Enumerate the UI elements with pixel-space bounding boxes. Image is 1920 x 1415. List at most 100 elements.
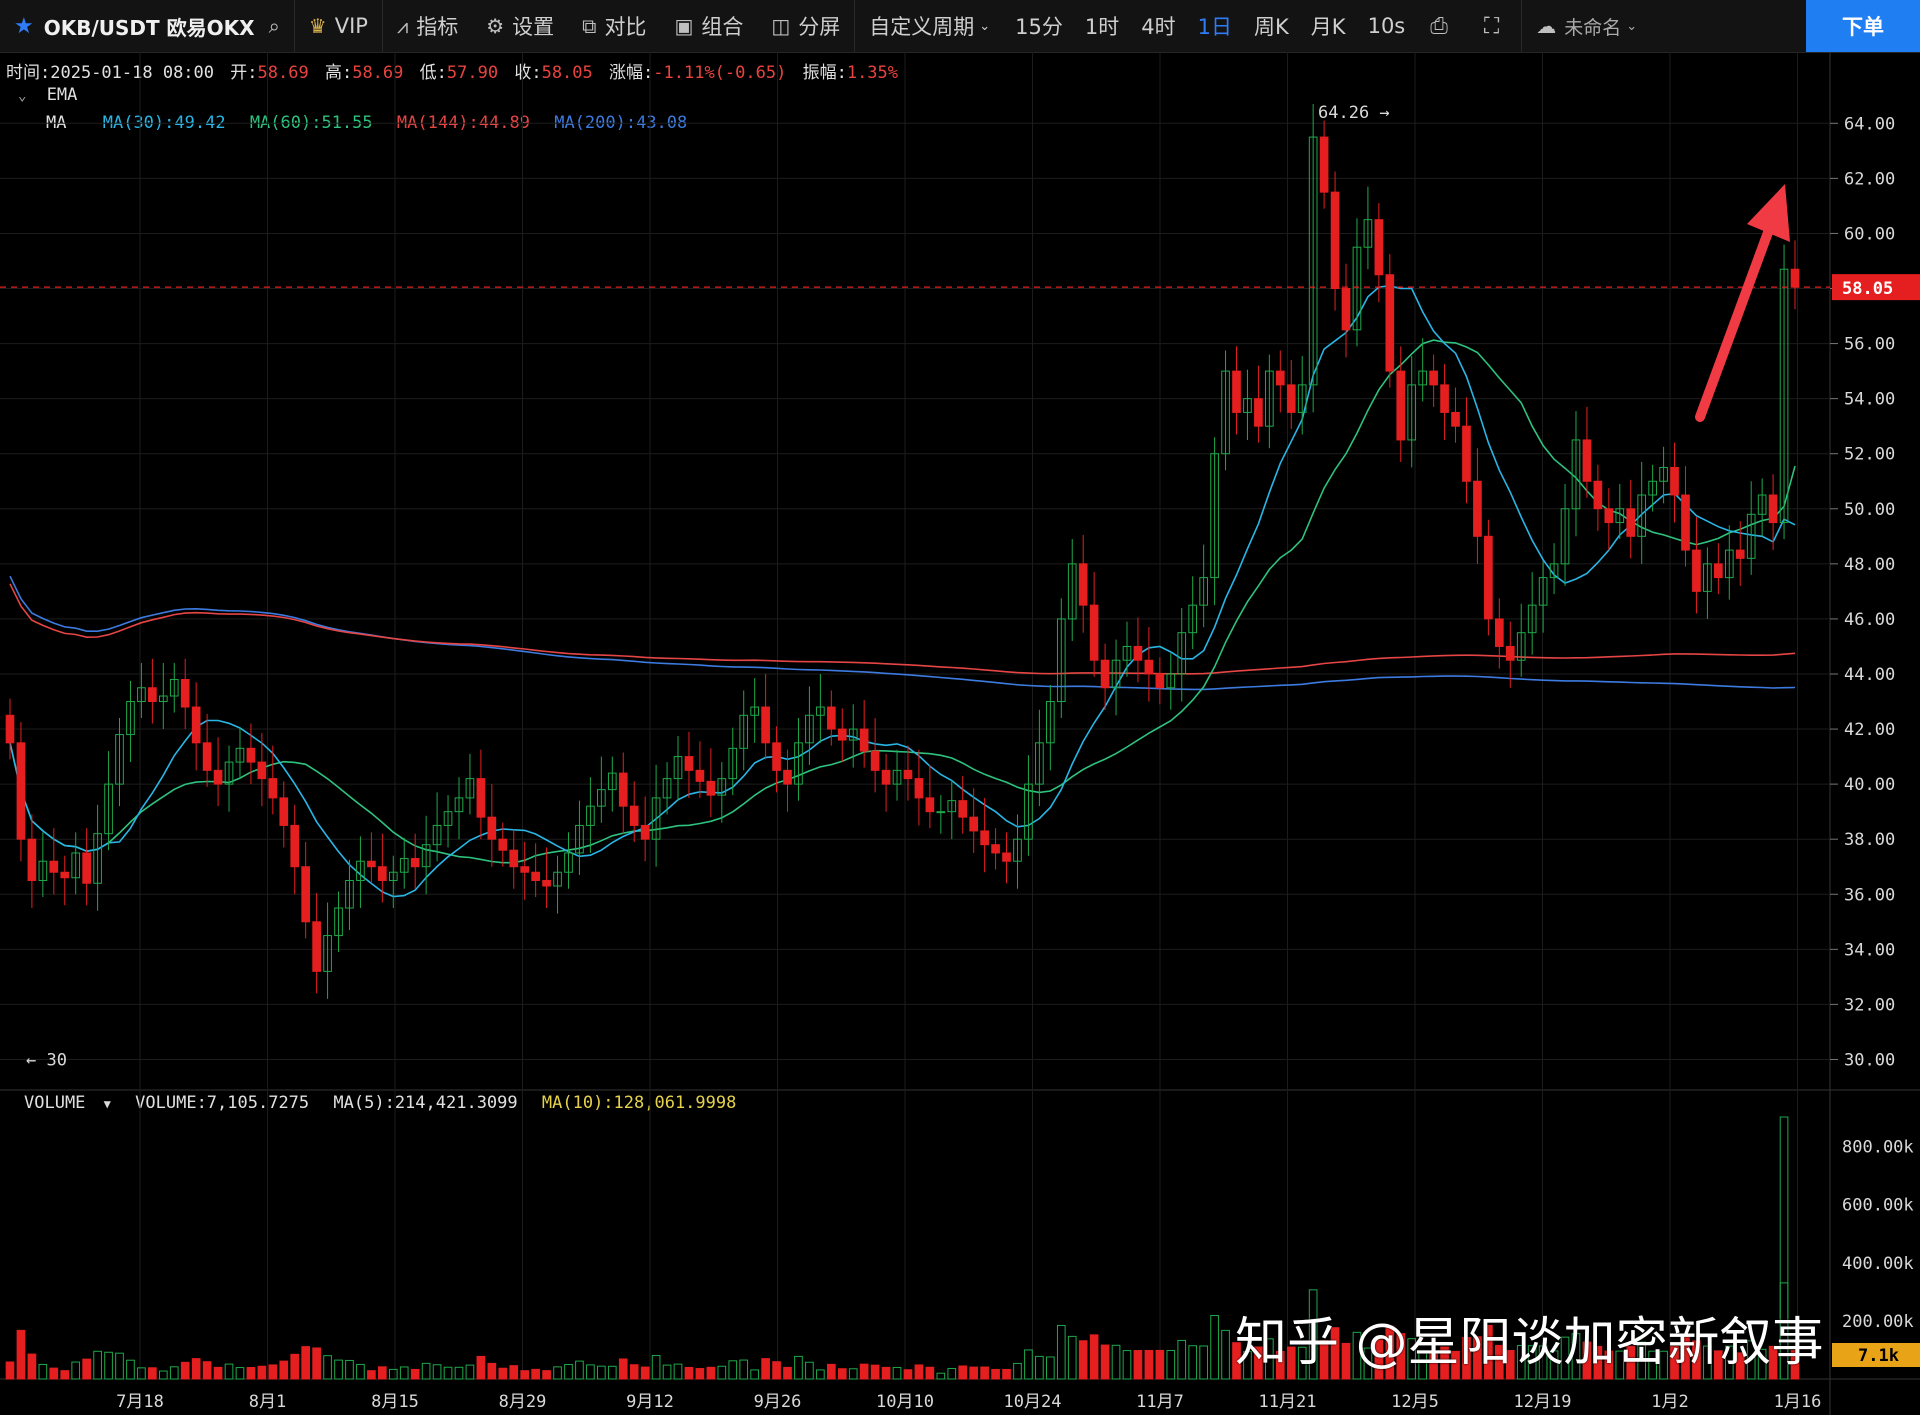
volume-bar: [607, 1365, 617, 1380]
x-tick-label: 11月21: [1259, 1392, 1317, 1412]
volume-bar: [38, 1363, 48, 1380]
volume-bar: [1505, 1350, 1515, 1380]
place-order-button[interactable]: 下单: [1806, 0, 1920, 52]
y-tick-label: 36.00: [1844, 885, 1895, 905]
symbol-selector[interactable]: ★ OKB/USDT 欧易OKX ⌕: [0, 0, 294, 52]
period-1h[interactable]: 1时: [1084, 15, 1120, 39]
candle-body: [991, 844, 1000, 854]
volume-bar: [640, 1366, 650, 1380]
search-icon[interactable]: ⌕: [268, 14, 280, 38]
volume-bar: [1484, 1324, 1493, 1380]
candle-body: [739, 714, 749, 749]
candle-body: [443, 811, 453, 826]
candle-body: [1396, 370, 1406, 441]
volume-bar: [1746, 1340, 1756, 1380]
volume-bar: [224, 1363, 234, 1380]
candle-body: [1341, 288, 1351, 331]
settings-label: 设置: [512, 15, 555, 39]
volume-bar: [761, 1358, 770, 1380]
annotation-arrow-shaft: [1695, 222, 1775, 422]
volume-bar: [432, 1364, 442, 1380]
candle-body: [213, 769, 223, 785]
ema-legend[interactable]: ⌄ EMA: [18, 85, 77, 105]
split-screen-button[interactable]: ◫ 分屏: [757, 0, 854, 52]
compare-button[interactable]: ⧉ 对比: [568, 0, 660, 52]
high-value: 58.69: [352, 63, 404, 83]
candle-body: [859, 728, 869, 752]
volume-bar: [848, 1368, 858, 1380]
candle-body: [301, 866, 311, 923]
caret-down-icon[interactable]: ▼: [103, 1097, 111, 1111]
volume-bar: [1757, 1348, 1767, 1380]
candle-body: [1221, 370, 1230, 455]
volume-bar: [881, 1366, 891, 1380]
screenshot-button[interactable]: ⎙: [1416, 0, 1470, 52]
volume-bar: [1560, 1336, 1570, 1380]
volume-bar: [1637, 1341, 1647, 1380]
candle-body: [728, 747, 738, 780]
period-15m[interactable]: 15分: [1015, 15, 1063, 39]
combine-button[interactable]: ▣ 组合: [660, 0, 757, 52]
volume-bar: [564, 1364, 573, 1380]
candle-body: [126, 701, 135, 736]
settings-button[interactable]: ⚙ 设置: [472, 0, 568, 52]
candle-body: [235, 747, 245, 763]
ma30-line: [9, 284, 1796, 898]
volume-bar: [1199, 1345, 1208, 1380]
change-value: -1.11%(-0.65): [653, 63, 787, 83]
period-1M[interactable]: 月K: [1310, 15, 1346, 39]
candle-body: [1746, 513, 1756, 559]
indicators-button[interactable]: ⩘ 指标: [383, 0, 472, 52]
time-label: 时间:: [6, 63, 51, 83]
volume-bar: [1035, 1355, 1044, 1380]
candle-body: [49, 860, 59, 873]
volume-label[interactable]: VOLUME: [24, 1093, 86, 1113]
candle-body: [1243, 398, 1252, 413]
open-label: 开:: [230, 63, 258, 83]
volume-bar: [115, 1352, 124, 1380]
candle-body: [454, 797, 464, 813]
period-10s[interactable]: 10s: [1367, 14, 1406, 38]
volume-bar: [1341, 1342, 1351, 1380]
candle-body: [947, 800, 957, 813]
volume-tick-label: 400.00k: [1842, 1254, 1914, 1274]
fullscreen-button[interactable]: ⛶: [1470, 0, 1521, 52]
chevron-down-icon: ⌄: [18, 88, 27, 104]
custom-period-dropdown[interactable]: 自定义周期 ⌄: [855, 0, 1004, 52]
favorite-star-icon[interactable]: ★: [14, 13, 34, 39]
candle-body: [1418, 370, 1428, 386]
period-1d[interactable]: 1日: [1197, 15, 1233, 39]
price-chart[interactable]: 64.0062.0060.0058.0056.0054.0052.0050.00…: [0, 52, 1920, 1415]
candle-body: [1188, 604, 1198, 634]
candle-body: [367, 860, 376, 868]
volume-bar: [16, 1329, 26, 1380]
candle-body: [969, 816, 979, 832]
candle-body: [673, 756, 683, 780]
vip-button[interactable]: ♛ VIP: [295, 0, 382, 52]
volume-bar: [750, 1369, 759, 1380]
period-4h[interactable]: 4时: [1141, 15, 1176, 39]
volume-bar: [1056, 1324, 1066, 1380]
candle-body: [1265, 370, 1274, 427]
volume-bar: [1768, 1345, 1778, 1380]
period-1w[interactable]: 周K: [1254, 15, 1289, 39]
chevron-down-icon: ⌄: [979, 18, 991, 34]
volume-bar: [597, 1365, 606, 1380]
layout-dropdown[interactable]: ☁ 未命名 ⌄: [1522, 0, 1651, 52]
candle-body: [651, 797, 661, 840]
candle-body: [421, 844, 431, 868]
symbol-name: OKB/USDT 欧易OKX: [43, 15, 255, 40]
volume-bar: [257, 1365, 267, 1380]
indicators-label: 指标: [416, 15, 459, 39]
volume-bar: [509, 1365, 519, 1380]
x-tick-label: 1月16: [1774, 1392, 1822, 1412]
volume-bar: [1385, 1325, 1395, 1380]
combine-icon: ▣: [674, 14, 694, 38]
vip-label: VIP: [334, 14, 368, 38]
volume-bar: [914, 1364, 924, 1380]
volume-bar: [980, 1366, 989, 1380]
volume-bar: [673, 1363, 683, 1380]
volume-bar: [410, 1368, 420, 1380]
candle-body: [958, 800, 968, 818]
candle-body: [1757, 494, 1767, 515]
